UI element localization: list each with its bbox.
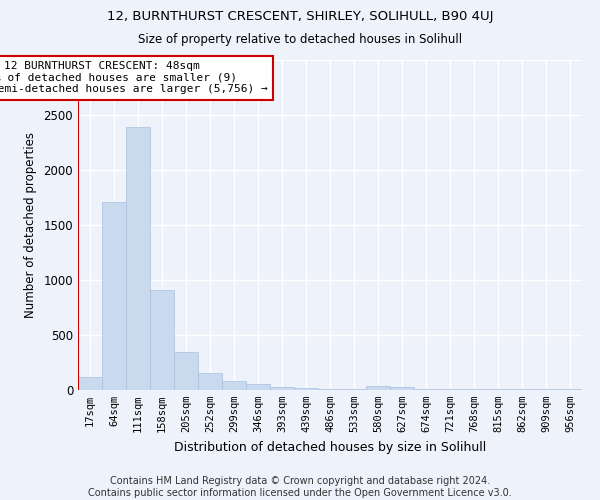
Bar <box>198 373 222 390</box>
Bar <box>342 389 366 390</box>
Bar <box>510 389 534 390</box>
Text: 12, BURNTHURST CRESCENT, SHIRLEY, SOLIHULL, B90 4UJ: 12, BURNTHURST CRESCENT, SHIRLEY, SOLIHU… <box>107 10 493 23</box>
Bar <box>414 389 438 390</box>
Y-axis label: Number of detached properties: Number of detached properties <box>23 132 37 318</box>
Bar <box>534 389 558 390</box>
Bar <box>462 389 486 390</box>
Bar <box>222 381 246 390</box>
X-axis label: Distribution of detached houses by size in Solihull: Distribution of detached houses by size … <box>174 440 486 454</box>
Bar <box>174 352 198 390</box>
Bar <box>366 386 390 390</box>
Bar <box>294 388 318 390</box>
Bar <box>318 389 342 390</box>
Bar <box>78 377 102 390</box>
Text: 12 BURNTHURST CRESCENT: 48sqm
← <1% of detached houses are smaller (9)
>99% of s: 12 BURNTHURST CRESCENT: 48sqm ← <1% of d… <box>0 61 268 94</box>
Text: Size of property relative to detached houses in Solihull: Size of property relative to detached ho… <box>138 32 462 46</box>
Text: Contains HM Land Registry data © Crown copyright and database right 2024.
Contai: Contains HM Land Registry data © Crown c… <box>88 476 512 498</box>
Bar <box>486 389 510 390</box>
Bar <box>102 202 126 390</box>
Bar <box>126 127 150 390</box>
Bar <box>438 389 462 390</box>
Bar <box>390 387 414 390</box>
Bar <box>558 389 582 390</box>
Bar <box>246 384 270 390</box>
Bar <box>150 290 174 390</box>
Bar <box>270 386 294 390</box>
